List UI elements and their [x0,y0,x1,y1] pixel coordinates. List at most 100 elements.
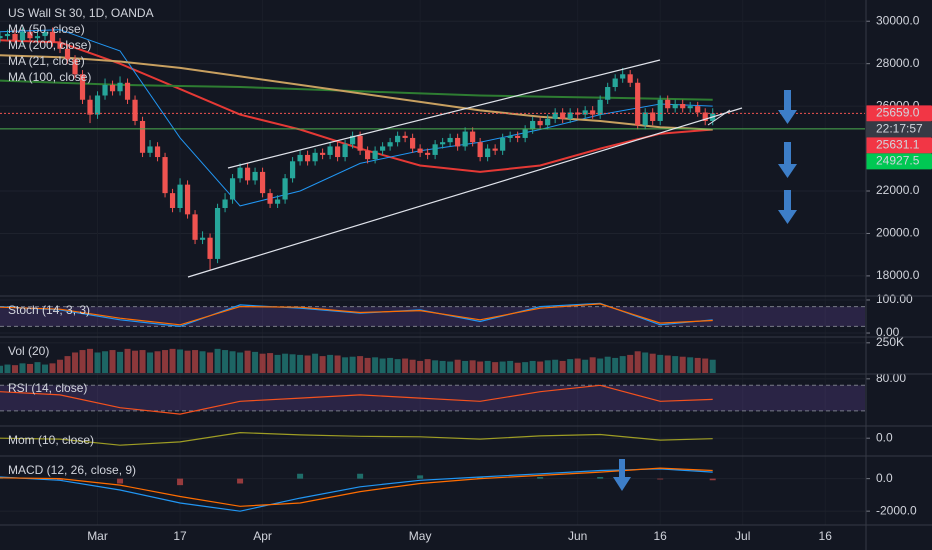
volume-bar [349,356,356,373]
candle-body [57,42,63,49]
volume-bar [439,360,446,373]
volume-bar [702,358,709,373]
histogram-bar [417,475,424,479]
volume-bar [139,350,146,373]
volume-bar [282,353,289,373]
volume-bar [649,353,656,373]
candle-body [687,106,693,109]
volume-bar [672,356,679,373]
volume-bar [522,362,529,373]
volume-bar [207,352,214,373]
candle-body [372,150,378,160]
trendline [707,109,731,126]
volume-bar [499,361,506,373]
volume-bar [387,357,394,373]
y-tick-label: 0.00 [876,325,900,339]
down-arrow [613,459,631,491]
volume-bar [589,357,596,373]
price-tag [866,105,932,122]
volume-bar [379,358,386,373]
candle-body [627,74,633,83]
candle-body [117,82,123,92]
histogram-bar [657,478,664,480]
candle-body [620,74,626,79]
price-tag-label: 22:17:57 [876,122,923,136]
y-tick-label: 250K [876,335,904,349]
candle-body [342,144,348,158]
volume-bar [147,352,154,373]
candle-body [207,237,213,259]
candle-body [477,142,483,158]
legend-entry: MA (21, close) [8,54,85,68]
candle-body [237,167,243,179]
candle-body [19,31,26,41]
x-tick-label: Apr [253,529,272,543]
volume-bar [4,364,11,373]
volume-bar [664,355,671,373]
volume-bar [454,359,461,373]
candle-body [199,237,206,240]
histogram-bar [297,473,304,479]
candle-body [567,112,573,119]
volume-bar [507,360,514,373]
volume-bar [357,356,364,373]
trendline [227,59,661,169]
candle-body [49,31,56,43]
histogram-bar [57,478,64,481]
candle-body [282,178,288,200]
y-tick-label: -2000.0 [876,503,917,517]
candle-body [162,157,168,194]
histogram-bar [477,477,484,479]
volume-bar [214,348,221,373]
volume-bar [394,359,401,373]
histogram-bar [537,477,544,479]
candle-body [350,135,356,145]
y-tick-label: 18000.0 [876,268,920,282]
volume-bar [574,358,581,373]
volume-bar [484,360,491,373]
x-tick-label: 16 [654,529,668,543]
y-tick-label: 80.00 [876,371,906,385]
volume-bar [709,359,716,373]
histogram-bar [117,478,124,484]
volume-bar [529,360,536,373]
price-tag [866,121,932,138]
candle-body [42,31,48,37]
volume-bar [132,350,139,373]
volume-bar [192,350,199,373]
volume-bar [334,355,341,373]
pane-title: Vol (20) [8,344,49,358]
histogram-bar [597,477,604,479]
volume-bar [342,357,349,373]
candle-body [365,150,371,160]
candle-body [267,193,273,204]
volume-bar [469,360,476,373]
volume-bar [237,352,244,373]
legend-entry: MA (200, close) [8,38,91,52]
candle-body [455,137,461,147]
volume-bar [19,363,26,373]
candle-body [27,31,33,39]
volume-bar [259,353,266,373]
price-tag [866,137,932,154]
volume-bar [199,351,206,373]
volume-bar [312,353,319,373]
down-arrow [778,142,797,178]
candle-body [410,137,416,149]
candle-body [244,167,251,181]
volume-bar [514,362,521,373]
volume-bar [57,359,64,373]
candle-body [470,131,476,143]
candle-body [522,129,528,138]
volume-bar [477,361,484,373]
series-line [0,54,713,131]
candle-body [34,36,41,39]
arrows [613,90,797,491]
x-tick-label: 17 [173,529,187,543]
candle-body [132,99,138,121]
volume-bar [274,354,281,373]
volume-bar [12,365,19,373]
candle-body [214,207,221,259]
